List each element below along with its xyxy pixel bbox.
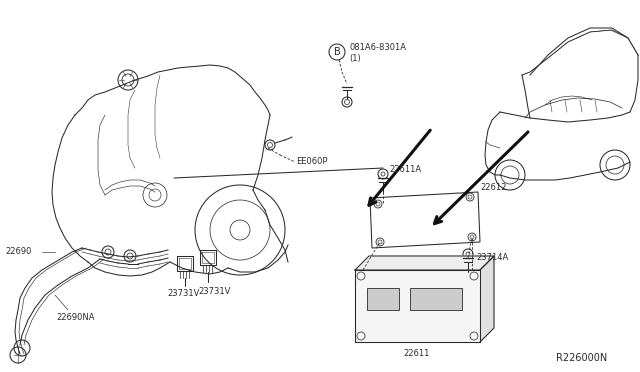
Circle shape — [470, 272, 478, 280]
Circle shape — [357, 332, 365, 340]
Text: 22611: 22611 — [404, 350, 430, 359]
Text: B: B — [333, 47, 340, 57]
Circle shape — [357, 272, 365, 280]
Text: EE060P: EE060P — [296, 157, 328, 167]
FancyBboxPatch shape — [367, 288, 399, 310]
Text: 22612: 22612 — [480, 183, 506, 192]
Text: 22690: 22690 — [5, 247, 31, 257]
Text: 22611A: 22611A — [389, 166, 421, 174]
Text: 22690NA: 22690NA — [56, 314, 95, 323]
FancyBboxPatch shape — [410, 288, 462, 310]
Polygon shape — [480, 256, 494, 342]
Text: 081A6-8301A: 081A6-8301A — [349, 44, 406, 52]
Text: 23731V: 23731V — [167, 289, 200, 298]
Polygon shape — [355, 270, 480, 342]
Text: (1): (1) — [349, 54, 361, 62]
Text: 23714A: 23714A — [476, 253, 508, 263]
Text: R226000N: R226000N — [556, 353, 607, 363]
Text: 23731V: 23731V — [198, 288, 230, 296]
Polygon shape — [355, 256, 494, 270]
Circle shape — [470, 332, 478, 340]
